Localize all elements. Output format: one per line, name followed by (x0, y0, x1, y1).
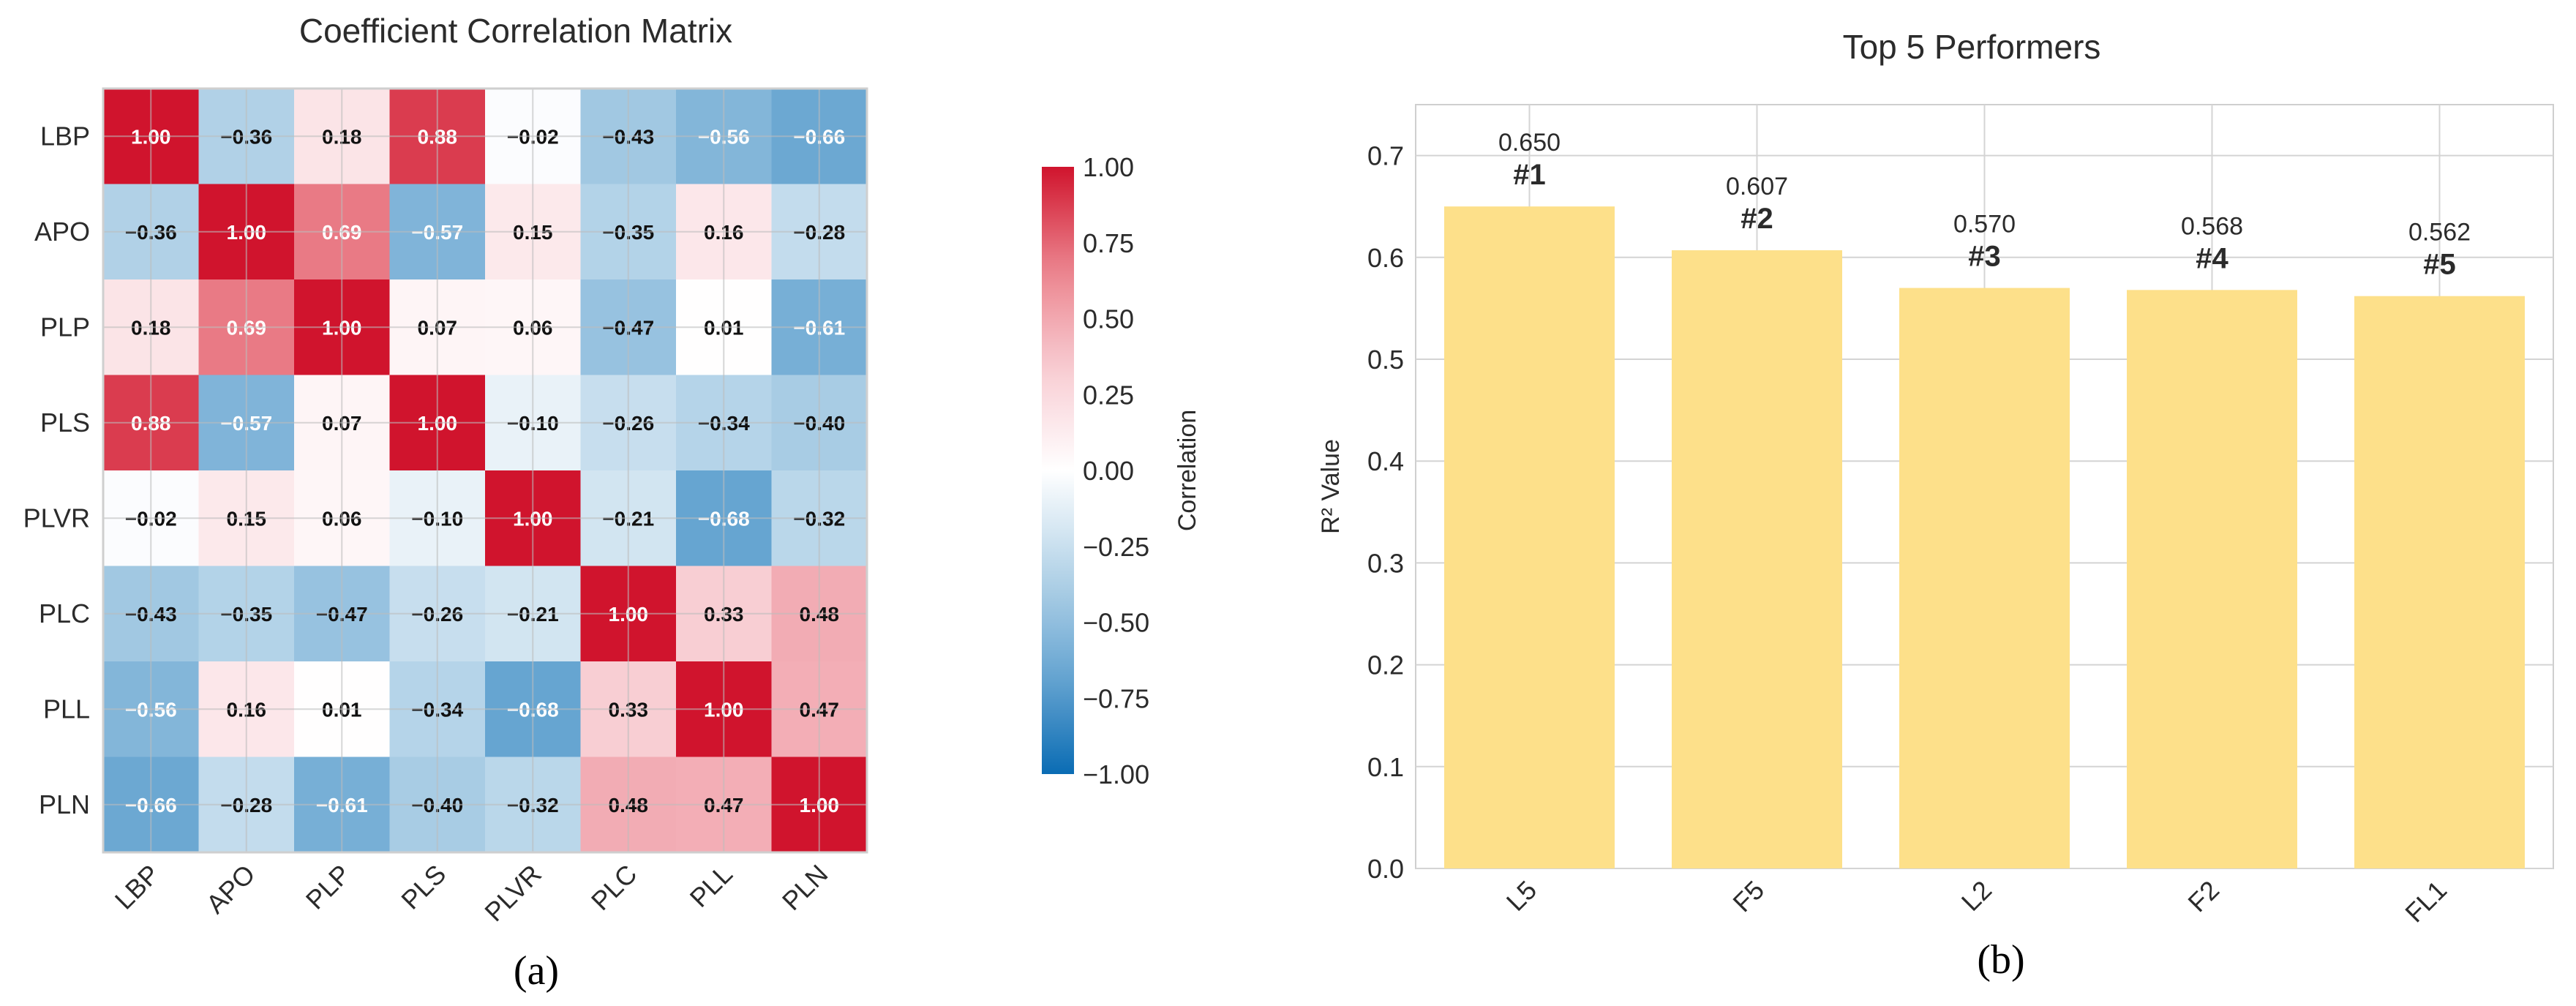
bar-L5 (1444, 206, 1615, 868)
heatmap-row-label: PLS (40, 408, 90, 438)
colorbar-bar (1042, 167, 1074, 774)
rank-label: #2 (1741, 203, 1773, 235)
colorbar-tick-label: −0.75 (1083, 683, 1149, 713)
heatmap-col-label: LBP (109, 859, 165, 915)
heatmap-col-label: PLL (684, 859, 738, 913)
y-tick-label: 0.0 (1367, 854, 1404, 884)
colorbar-tick-label: 1.00 (1083, 152, 1134, 182)
value-label: 0.570 (1953, 211, 2016, 239)
y-tick-label: 0.3 (1367, 548, 1404, 578)
heatmap-row-label: PLL (43, 694, 90, 724)
y-tick-label: 0.6 (1367, 243, 1404, 273)
heatmap-row-labels: LBP APO PLP PLS PLVR PLC PLL PLN (23, 121, 90, 819)
heatmap-row-label: PLVR (23, 503, 90, 533)
colorbar-tick-label: 0.25 (1083, 380, 1134, 410)
colorbar-tick-label: 0.50 (1083, 304, 1134, 334)
rank-label: #5 (2423, 249, 2456, 281)
colorbar-label: Correlation (1174, 410, 1201, 531)
rank-label: #3 (1968, 241, 2001, 273)
heatmap-col-labels: LBP APO PLP PLS PLVR PLC PLL PLN (109, 859, 834, 928)
value-label: 0.562 (2408, 219, 2471, 247)
colorbar: 1.00 0.75 0.50 0.25 0.00 −0.25 −0.50 −0.75 −1.00… (1042, 152, 1201, 789)
x-tick-label: L5 (1501, 875, 1542, 917)
colorbar-tick-label: 0.00 (1083, 456, 1134, 486)
heatmap-row-label: PLP (40, 312, 90, 342)
y-tick-label: 0.5 (1367, 345, 1404, 375)
heatmap-row-label: PLN (39, 789, 90, 819)
caption-a: (a) (514, 948, 559, 994)
y-tick-label: 0.1 (1367, 752, 1404, 782)
top-performers-bar-chart: Top 5 Performers 0.0 0.1 0.2 0.3 0.4 0.5 0.6 0.… (1317, 28, 2554, 983)
x-tick-label: F2 (2182, 875, 2225, 918)
x-tick-label: F5 (1727, 875, 1770, 918)
colorbar-tick-label: 0.75 (1083, 228, 1134, 258)
heatmap-grid (102, 87, 868, 854)
heatmap-row-label: PLC (39, 598, 90, 628)
heatmap-row-label: LBP (40, 121, 90, 151)
heatmap-col-label: PLS (395, 859, 451, 915)
colorbar-tick-label: −0.50 (1083, 608, 1149, 638)
rank-label: #4 (2196, 242, 2228, 274)
x-tick-label: L2 (1956, 875, 1997, 917)
value-label: 0.607 (1726, 173, 1788, 200)
heatmap-col-label: APO (200, 859, 261, 920)
value-label: 0.568 (2181, 212, 2243, 240)
heatmap-col-label: PLN (776, 859, 834, 917)
heatmap-col-label: PLC (585, 859, 643, 917)
y-axis-label: R² Value (1317, 439, 1345, 534)
colorbar-tick-label: −0.25 (1083, 532, 1149, 562)
rank-label: #1 (1513, 159, 1546, 191)
heatmap-row-label: APO (34, 217, 90, 247)
correlation-heatmap: Coefficient Correlation Matrix 1.00−0.36… (23, 12, 1201, 994)
value-label: 0.650 (1498, 129, 1561, 157)
bar-FL1 (2354, 296, 2525, 868)
colorbar-tick-label: −1.00 (1083, 759, 1149, 789)
caption-b: (b) (1977, 937, 2024, 983)
heatmap-col-label: PLVR (478, 859, 547, 928)
heatmap-frame (102, 87, 868, 854)
bar-F5 (1672, 250, 1842, 868)
heatmap-cells: 1.00−0.360.180.88−0.02−0.43−0.56−0.66−0.… (103, 89, 868, 853)
bar-L2 (1899, 288, 2070, 868)
heatmap-title: Coefficient Correlation Matrix (299, 12, 732, 50)
bars (1444, 206, 2525, 868)
y-tick-label: 0.4 (1367, 446, 1404, 476)
y-tick-label: 0.2 (1367, 650, 1404, 680)
bar-chart-title: Top 5 Performers (1843, 28, 2101, 66)
y-tick-label: 0.7 (1367, 141, 1404, 171)
heatmap-col-label: PLP (300, 859, 356, 915)
bar-F2 (2127, 290, 2297, 868)
x-tick-label: FL1 (2399, 875, 2452, 928)
